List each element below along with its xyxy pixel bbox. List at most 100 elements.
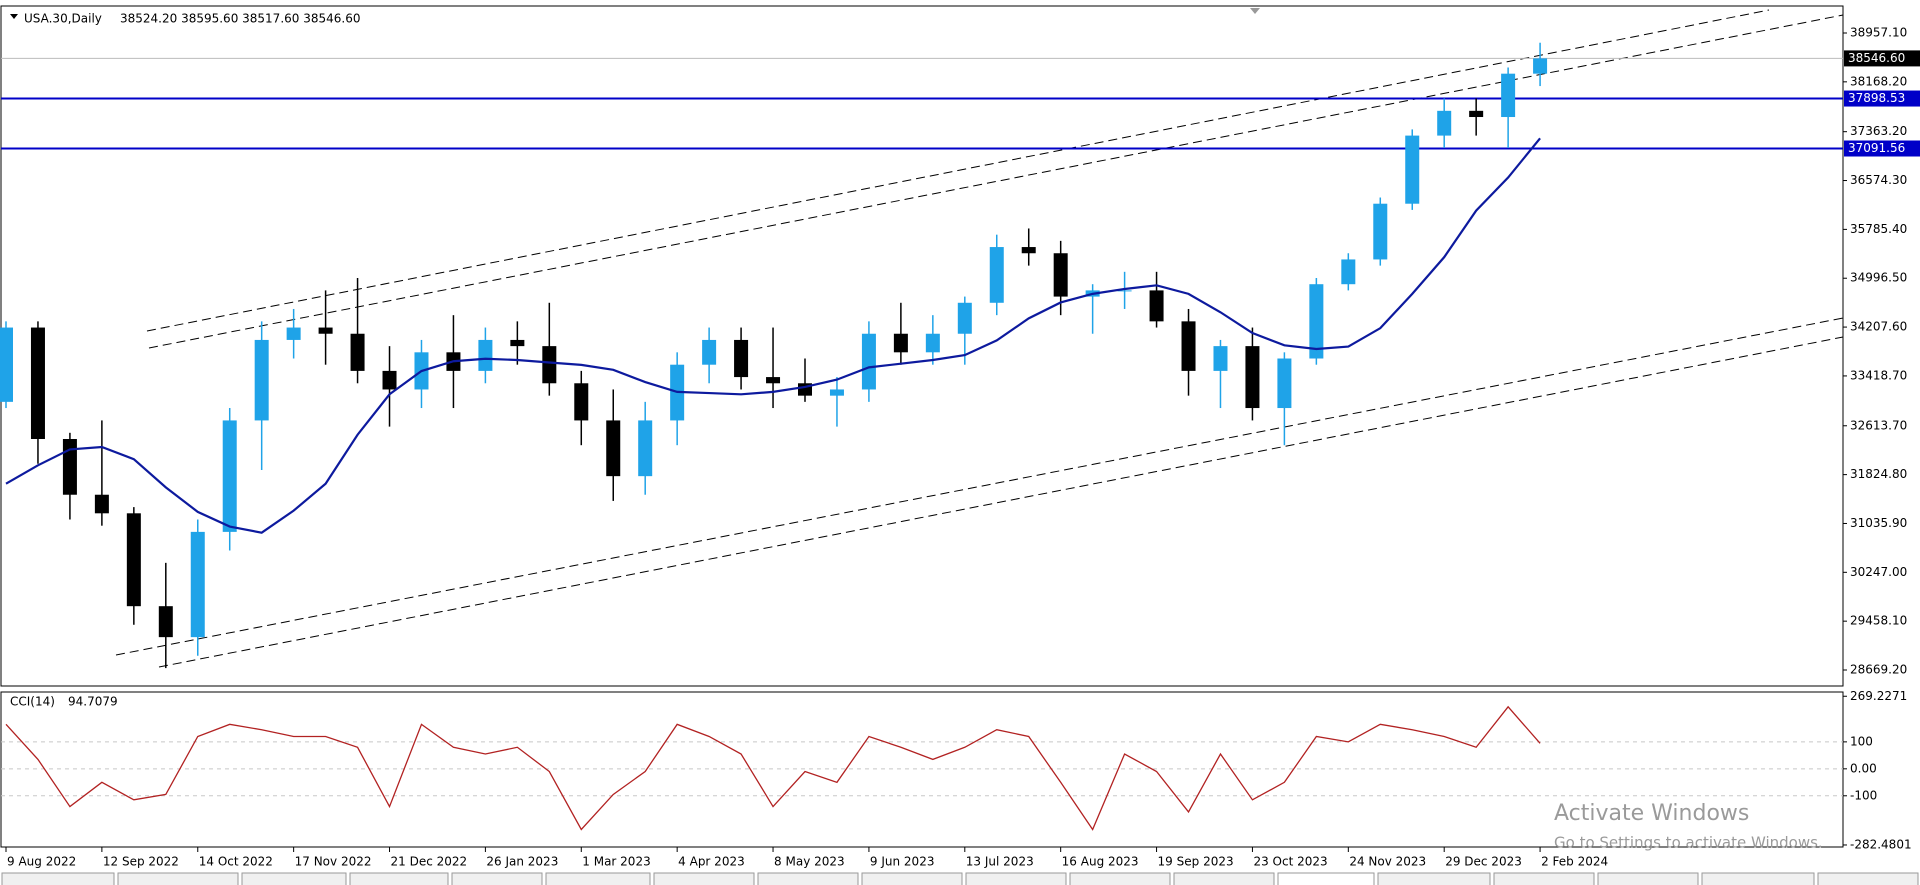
x-tick-label: 16 Aug 2023	[1062, 855, 1139, 869]
y-tick-label: 28669.20	[1850, 663, 1907, 677]
candle-body	[574, 383, 589, 421]
level-label: 37091.56	[1848, 141, 1905, 155]
tab[interactable]	[1377, 872, 1491, 885]
candle-body	[606, 420, 621, 477]
channel-upper-1	[146, 9, 1770, 332]
candle-body	[893, 333, 908, 353]
tab[interactable]	[653, 872, 755, 885]
x-tick-label: 8 May 2023	[774, 855, 845, 869]
x-tick-label: 29 Dec 2023	[1445, 855, 1522, 869]
x-tick-label: 14 Oct 2022	[199, 855, 273, 869]
watermark-title: Activate Windows	[1554, 801, 1749, 826]
tab[interactable]	[1069, 872, 1171, 885]
candle-body	[94, 494, 109, 514]
candle-body	[382, 370, 397, 390]
tab[interactable]	[1597, 872, 1699, 885]
candle-body	[510, 339, 525, 347]
x-tick-label: 2 Feb 2024	[1541, 855, 1608, 869]
cci-y-tick-label: 269.2271	[1850, 689, 1907, 703]
x-tick-label: 17 Nov 2022	[295, 855, 372, 869]
candle-body	[1245, 346, 1260, 409]
candle-body	[126, 513, 141, 607]
candle-body	[286, 327, 301, 340]
tab[interactable]	[1, 872, 115, 885]
last-price-box	[1844, 50, 1920, 67]
candle-body	[30, 327, 45, 440]
tab[interactable]	[1817, 872, 1919, 885]
y-tick-label: 37363.20	[1850, 124, 1907, 138]
tab[interactable]	[545, 872, 651, 885]
candle-body	[1277, 358, 1292, 409]
candle-body	[190, 531, 205, 638]
candle-body	[1149, 290, 1164, 322]
candle-body	[1533, 58, 1548, 74]
candle-body	[1309, 284, 1324, 359]
x-tick-label: 9 Aug 2022	[7, 855, 76, 869]
tab[interactable]	[1173, 872, 1275, 885]
candle-body	[702, 339, 717, 365]
candle-body	[1053, 253, 1068, 297]
tab[interactable]	[861, 872, 963, 885]
channel-lower-2	[158, 336, 1844, 668]
y-tick-label: 32613.70	[1850, 418, 1907, 432]
candle-body	[638, 420, 653, 477]
candle-body	[1181, 321, 1196, 371]
tab[interactable]	[241, 872, 347, 885]
tab[interactable]	[451, 872, 543, 885]
candle-body	[1213, 346, 1228, 371]
y-tick-label: 38168.20	[1850, 74, 1907, 88]
level-box	[1844, 90, 1920, 107]
candle-body	[1469, 110, 1484, 118]
moving-average	[5, 137, 1541, 534]
indicator-pane-frame	[0, 691, 1844, 848]
symbol-title: USA.30,Daily	[24, 12, 102, 26]
x-tick-label: 13 Jul 2023	[966, 855, 1034, 869]
tab[interactable]	[349, 872, 449, 885]
tab[interactable]	[757, 872, 859, 885]
cci-y-tick-label: -100	[1850, 788, 1877, 802]
last-price-label: 38546.60	[1848, 51, 1905, 65]
y-tick-label: 34996.50	[1850, 271, 1907, 285]
level-box	[1844, 140, 1920, 157]
tab-active[interactable]	[1277, 872, 1375, 885]
candle-body	[734, 339, 749, 378]
candle-body	[542, 346, 557, 384]
y-tick-label: 31035.90	[1850, 516, 1907, 530]
candle-body	[1341, 259, 1356, 285]
x-tick-label: 12 Sep 2022	[103, 855, 179, 869]
tab[interactable]	[1701, 872, 1815, 885]
cci-y-tick-label: 0.00	[1850, 761, 1877, 775]
candle-body	[1437, 110, 1452, 136]
x-tick-label: 4 Apr 2023	[678, 855, 745, 869]
tab[interactable]	[1493, 872, 1595, 885]
tab[interactable]	[117, 872, 239, 885]
candle-body	[158, 606, 173, 638]
y-tick-label: 36574.30	[1850, 173, 1907, 187]
y-tick-label: 35785.40	[1850, 222, 1907, 236]
ohlc-label: 38524.20 38595.60 38517.60 38546.60	[120, 12, 360, 26]
candle-body	[1373, 203, 1388, 260]
candle-body	[1117, 290, 1132, 292]
watermark-subtitle: Go to Settings to activate Windows.	[1554, 834, 1823, 852]
cci-y-tick-label: 100	[1850, 734, 1873, 748]
candle-body	[766, 377, 781, 384]
header-arrow	[10, 14, 18, 19]
candle-body	[62, 439, 77, 495]
y-tick-label: 34207.60	[1850, 320, 1907, 334]
y-tick-label: 30247.00	[1850, 565, 1907, 579]
x-tick-label: 9 Jun 2023	[870, 855, 935, 869]
x-tick-label: 24 Nov 2023	[1349, 855, 1426, 869]
channel-upper-2	[148, 14, 1844, 349]
cci-line	[5, 705, 1541, 831]
y-tick-label: 38957.10	[1850, 25, 1907, 39]
candle-body	[222, 420, 237, 532]
candle-body	[350, 333, 365, 371]
candle-body	[1021, 247, 1036, 254]
tab-bar	[1, 872, 1919, 885]
tab[interactable]	[965, 872, 1067, 885]
y-tick-label: 33418.70	[1850, 368, 1907, 382]
candle-body	[318, 327, 333, 334]
candle-body	[957, 302, 972, 334]
